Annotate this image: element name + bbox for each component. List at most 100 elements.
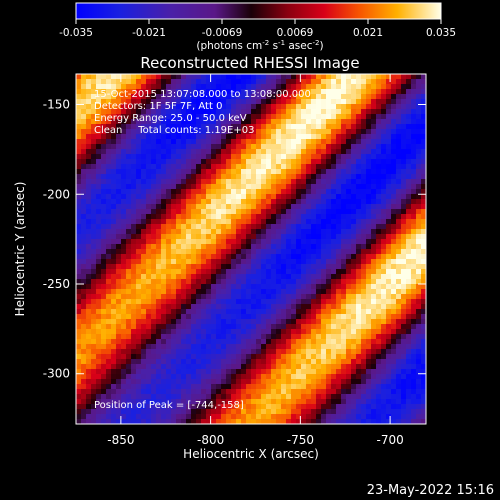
heatmap-cell: [221, 269, 227, 275]
heatmap-cell: [181, 189, 187, 195]
heatmap-cell: [191, 279, 197, 285]
heatmap-cell: [231, 199, 237, 205]
heatmap-cell: [91, 109, 97, 115]
heatmap-cell: [136, 164, 142, 170]
heatmap-cell: [236, 189, 242, 195]
heatmap-cell: [91, 129, 97, 135]
heatmap-cell: [286, 389, 292, 395]
heatmap-cell: [341, 189, 347, 195]
heatmap-cell: [96, 174, 102, 180]
heatmap-cell: [131, 369, 137, 375]
heatmap-cell: [121, 94, 127, 100]
heatmap-cell: [351, 169, 357, 175]
heatmap-cell: [221, 99, 227, 105]
heatmap-cell: [366, 174, 372, 180]
heatmap-cell: [191, 99, 197, 105]
heatmap-cell: [161, 229, 167, 235]
heatmap-cell: [391, 344, 397, 350]
heatmap-cell: [361, 189, 367, 195]
heatmap-cell: [376, 329, 382, 335]
heatmap-cell: [236, 339, 242, 345]
heatmap-cell: [351, 109, 357, 115]
heatmap-cell: [316, 414, 322, 420]
heatmap-cell: [241, 294, 247, 300]
heatmap-cell: [316, 254, 322, 260]
heatmap-cell: [236, 169, 242, 175]
heatmap-cell: [111, 404, 117, 410]
heatmap-cell: [76, 369, 82, 375]
heatmap-cell: [291, 209, 297, 215]
heatmap-cell: [271, 259, 277, 265]
heatmap-cell: [391, 329, 397, 335]
heatmap-cell: [231, 374, 237, 380]
heatmap-cell: [146, 84, 152, 90]
heatmap-cell: [241, 304, 247, 310]
heatmap-cell: [341, 309, 347, 315]
heatmap-cell: [371, 309, 377, 315]
heatmap-cell: [251, 114, 257, 120]
heatmap-cell: [206, 309, 212, 315]
heatmap-cell: [186, 189, 192, 195]
heatmap-cell: [196, 404, 202, 410]
heatmap-cell: [326, 289, 332, 295]
heatmap-cell: [126, 339, 132, 345]
heatmap-cell: [226, 394, 232, 400]
heatmap-cell: [261, 184, 267, 190]
heatmap-cell: [326, 394, 332, 400]
heatmap-cell: [271, 329, 277, 335]
heatmap-cell: [321, 284, 327, 290]
heatmap-cell: [106, 269, 112, 275]
heatmap-cell: [161, 334, 167, 340]
heatmap-cell: [271, 219, 277, 225]
heatmap-cell: [326, 314, 332, 320]
heatmap-cell: [316, 409, 322, 415]
heatmap-cell: [116, 334, 122, 340]
heatmap-cell: [381, 359, 387, 365]
heatmap-cell: [136, 344, 142, 350]
heatmap-cell: [176, 124, 182, 130]
heatmap-cell: [131, 214, 137, 220]
heatmap-cell: [341, 364, 347, 370]
heatmap-cell: [331, 249, 337, 255]
heatmap-cell: [301, 339, 307, 345]
heatmap-cell: [91, 229, 97, 235]
heatmap-cell: [121, 119, 127, 125]
heatmap-cell: [276, 274, 282, 280]
heatmap-cell: [391, 419, 397, 424]
heatmap-cell: [126, 74, 132, 80]
heatmap-cell: [361, 134, 367, 140]
heatmap-cell: [291, 409, 297, 415]
heatmap-cell: [286, 94, 292, 100]
heatmap-cell: [231, 189, 237, 195]
heatmap-cell: [236, 359, 242, 365]
heatmap-cell: [291, 174, 297, 180]
heatmap-cell: [396, 144, 402, 150]
heatmap-cell: [296, 369, 302, 375]
heatmap-cell: [91, 349, 97, 355]
heatmap-cell: [216, 369, 222, 375]
heatmap-cell: [231, 394, 237, 400]
heatmap-cell: [411, 124, 417, 130]
heatmap-cell: [251, 104, 257, 110]
heatmap-cell: [306, 124, 312, 130]
heatmap-cell: [281, 364, 287, 370]
heatmap-cell: [206, 279, 212, 285]
heatmap-cell: [126, 104, 132, 110]
heatmap-cell: [76, 359, 82, 365]
heatmap-cell: [136, 354, 142, 360]
heatmap-cell: [76, 399, 82, 405]
heatmap-cell: [106, 279, 112, 285]
heatmap-cell: [76, 364, 82, 370]
heatmap-cell: [416, 79, 422, 85]
heatmap-cell: [361, 169, 367, 175]
heatmap-cell: [216, 94, 222, 100]
heatmap-cell: [326, 234, 332, 240]
heatmap-cell: [141, 179, 147, 185]
heatmap-cell: [96, 244, 102, 250]
heatmap-cell: [301, 99, 307, 105]
heatmap-cell: [81, 224, 87, 230]
heatmap-cell: [306, 224, 312, 230]
heatmap-cell: [191, 324, 197, 330]
heatmap-cell: [251, 224, 257, 230]
heatmap-cell: [131, 239, 137, 245]
